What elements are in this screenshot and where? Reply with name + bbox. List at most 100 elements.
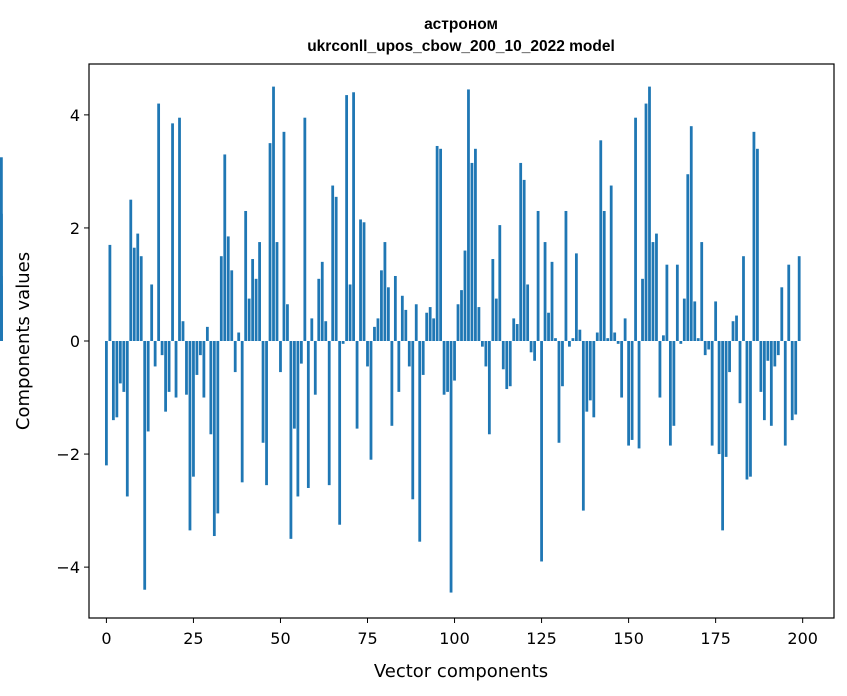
bar	[355, 341, 359, 429]
bar	[279, 341, 282, 373]
bar	[606, 338, 610, 341]
bar	[749, 341, 752, 477]
bar	[105, 341, 108, 466]
bar	[557, 341, 561, 443]
bar	[362, 222, 366, 341]
y-tick-label: −4	[56, 558, 80, 577]
bar	[672, 341, 676, 426]
x-tick-label: 125	[526, 629, 557, 648]
bar	[581, 341, 585, 511]
bar	[306, 341, 310, 488]
bar	[501, 341, 505, 370]
bar	[366, 341, 369, 367]
bar	[317, 278, 321, 341]
bar	[568, 341, 571, 347]
bar	[293, 341, 296, 429]
bar	[359, 219, 362, 341]
bar	[515, 324, 519, 341]
bar	[533, 341, 536, 361]
bar	[655, 233, 658, 341]
bar	[369, 341, 373, 460]
bar	[648, 86, 651, 341]
bar	[136, 233, 140, 341]
bar	[421, 341, 425, 375]
bar	[689, 126, 693, 342]
y-tick-label: 2	[70, 219, 80, 238]
bar	[662, 335, 665, 341]
bar	[237, 332, 241, 341]
bar	[393, 275, 397, 341]
bar	[602, 210, 606, 341]
bar	[157, 103, 161, 341]
bar	[111, 341, 115, 421]
bar	[167, 341, 171, 392]
bar	[303, 117, 307, 341]
chart-title-line-2: ukrconll_upos_cbow_200_10_2022 model	[307, 38, 615, 55]
x-tick-label: 25	[183, 629, 203, 648]
bar	[710, 341, 714, 446]
bar	[286, 304, 289, 341]
bar	[526, 284, 530, 341]
bar	[756, 148, 759, 341]
bar	[554, 338, 557, 341]
bar	[226, 236, 230, 341]
bar	[752, 131, 756, 341]
y-axis-ticks: −4 −2 0 2 4	[56, 106, 89, 577]
bar	[380, 270, 383, 341]
bar	[212, 341, 216, 537]
bar	[181, 321, 185, 341]
bar	[595, 332, 599, 341]
bar	[296, 341, 300, 497]
y-axis-label: Components values	[13, 252, 34, 430]
bar	[205, 326, 209, 341]
x-tick-label: 175	[700, 629, 731, 648]
bar	[637, 341, 641, 449]
bar	[327, 341, 331, 486]
bar	[115, 341, 119, 418]
bar	[324, 321, 328, 341]
bar	[195, 341, 199, 375]
bar	[724, 341, 728, 457]
bar	[790, 341, 794, 421]
bar	[352, 92, 355, 342]
bar	[143, 341, 147, 590]
bar	[679, 341, 683, 344]
bar	[508, 341, 512, 387]
bar	[313, 341, 317, 395]
bar	[738, 341, 742, 404]
x-axis-ticks: 0 25 50 75 100 125 150 175 200	[101, 618, 818, 648]
bar	[428, 307, 432, 341]
bar	[251, 259, 255, 341]
bar	[498, 225, 502, 341]
bar	[696, 338, 700, 341]
bar	[373, 326, 376, 341]
bar	[588, 341, 592, 401]
bar	[240, 341, 244, 483]
bar	[435, 145, 439, 341]
bar	[425, 312, 429, 341]
bar	[442, 341, 446, 395]
bar	[411, 341, 415, 500]
bar	[348, 284, 352, 341]
bar	[199, 341, 202, 356]
bar	[665, 264, 669, 341]
bar	[178, 117, 181, 341]
bar	[219, 256, 223, 341]
bar	[574, 253, 578, 341]
bar	[794, 341, 798, 415]
y-tick-label: −2	[56, 445, 80, 464]
bar	[609, 185, 613, 341]
bar	[185, 341, 188, 395]
bar	[529, 341, 533, 353]
bar	[613, 332, 617, 341]
bar	[644, 103, 648, 341]
bar	[703, 341, 707, 356]
bar	[487, 341, 491, 435]
bar	[728, 341, 731, 373]
bar	[216, 341, 220, 514]
bar	[310, 318, 314, 341]
bar	[345, 95, 349, 341]
bar	[258, 242, 261, 341]
bar	[265, 341, 268, 486]
bar	[494, 298, 498, 341]
